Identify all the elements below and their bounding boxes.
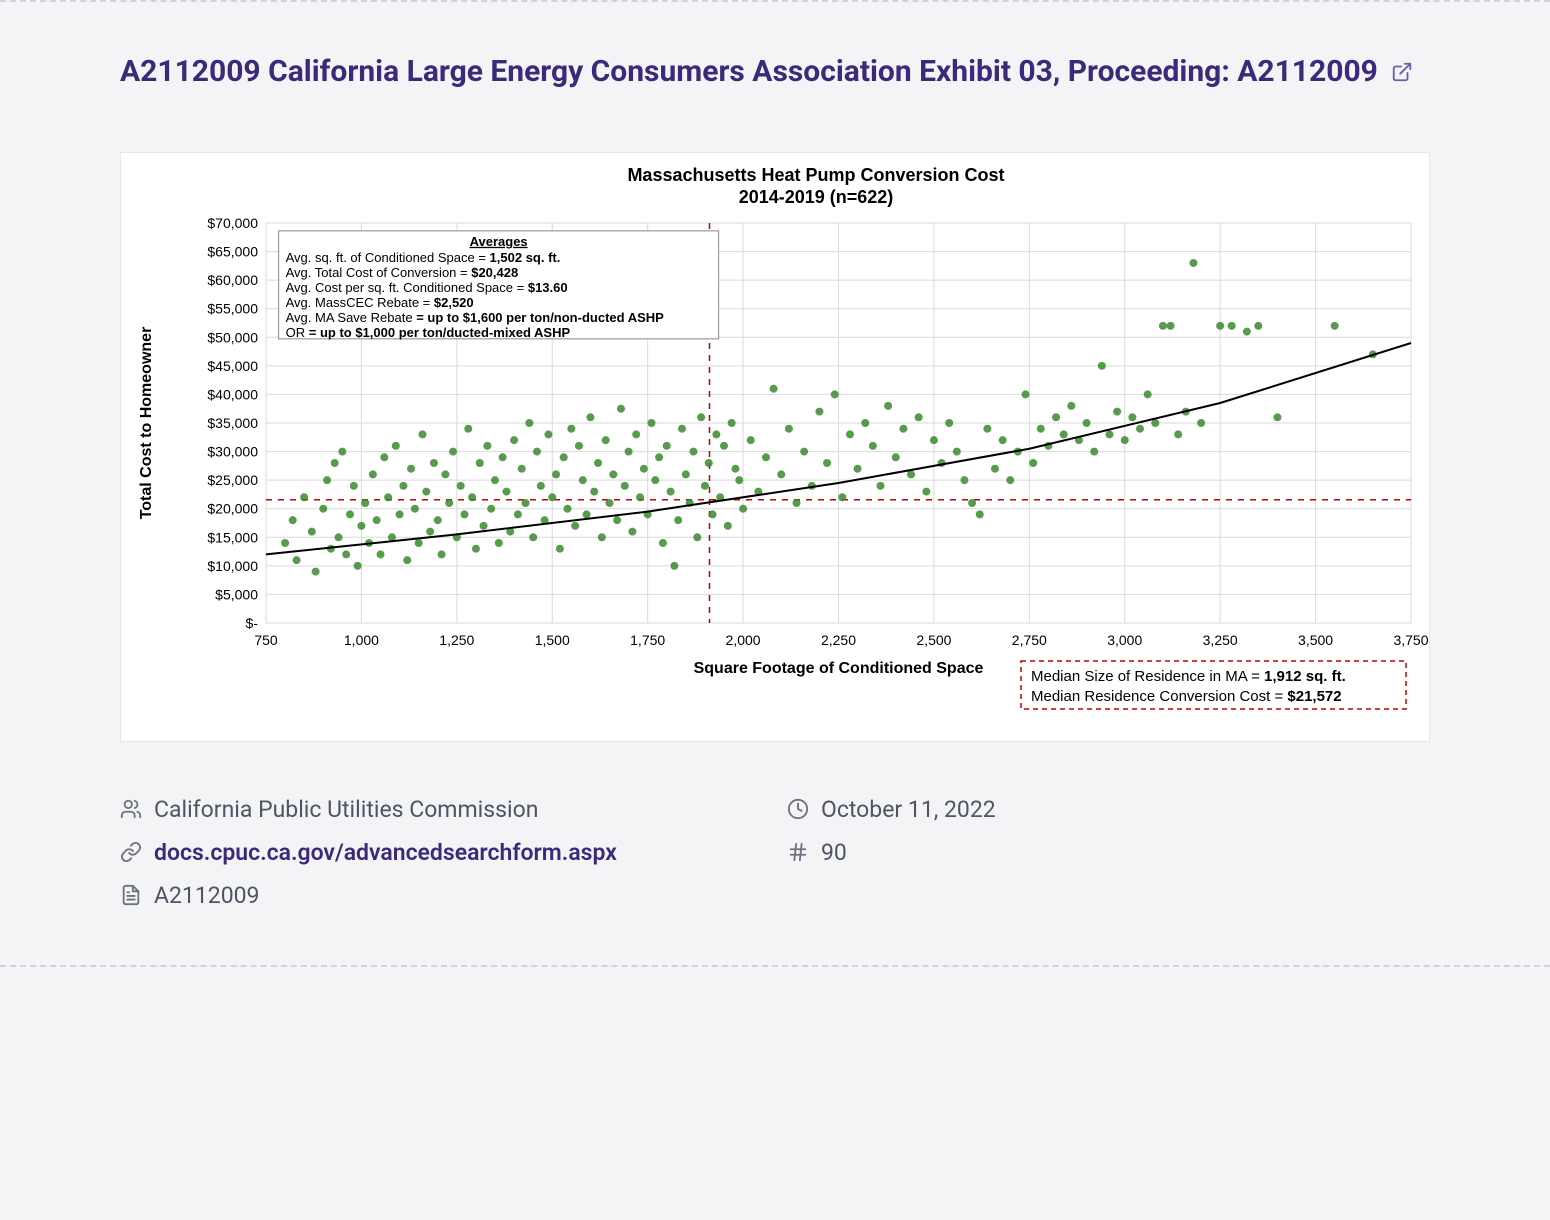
svg-text:Avg. Total Cost of Conversion: Avg. Total Cost of Conversion = $20,428 — [286, 264, 519, 279]
svg-text:3,500: 3,500 — [1298, 632, 1333, 648]
svg-text:Avg. Cost per sq. ft. Conditio: Avg. Cost per sq. ft. Conditioned Space … — [286, 279, 568, 294]
hash-icon — [787, 841, 809, 863]
file-icon — [120, 884, 142, 906]
svg-text:$10,000: $10,000 — [207, 557, 258, 573]
svg-text:3,250: 3,250 — [1203, 632, 1238, 648]
svg-text:$60,000: $60,000 — [207, 272, 258, 288]
svg-text:Massachusetts Heat Pump Conver: Massachusetts Heat Pump Conversion Cost — [627, 165, 1004, 185]
svg-text:$15,000: $15,000 — [207, 529, 258, 545]
svg-text:$40,000: $40,000 — [207, 386, 258, 402]
docket-value: A2112009 — [154, 882, 260, 909]
svg-text:$70,000: $70,000 — [207, 215, 258, 231]
svg-text:$25,000: $25,000 — [207, 472, 258, 488]
meta-organization: California Public Utilities Commission — [120, 796, 763, 823]
chart-container: Massachusetts Heat Pump Conversion Cost2… — [120, 152, 1430, 742]
svg-text:Square Footage of Conditioned: Square Footage of Conditioned Space — [694, 660, 984, 677]
svg-text:$55,000: $55,000 — [207, 300, 258, 316]
svg-text:2,750: 2,750 — [1012, 632, 1047, 648]
document-title-link[interactable]: A2112009 California Large Energy Consume… — [120, 54, 1413, 89]
svg-text:2,250: 2,250 — [821, 632, 856, 648]
external-link-icon — [1391, 52, 1413, 96]
clock-icon — [787, 798, 809, 820]
svg-text:1,750: 1,750 — [630, 632, 665, 648]
svg-text:Avg. MA Save Rebate = up to $1: Avg. MA Save Rebate = up to $1,600 per t… — [286, 309, 665, 324]
svg-text:Total Cost to Homeowner: Total Cost to Homeowner — [138, 326, 155, 519]
svg-text:Avg. MassCEC Rebate = $2,520: Avg. MassCEC Rebate = $2,520 — [286, 294, 474, 309]
scatter-chart: Massachusetts Heat Pump Conversion Cost2… — [121, 153, 1431, 743]
svg-text:3,750: 3,750 — [1393, 632, 1428, 648]
svg-text:$45,000: $45,000 — [207, 357, 258, 373]
svg-text:Avg. sq. ft. of Conditioned Sp: Avg. sq. ft. of Conditioned Space = 1,50… — [286, 249, 561, 264]
svg-text:1,250: 1,250 — [439, 632, 474, 648]
pages-value: 90 — [821, 839, 847, 866]
link-icon — [120, 841, 142, 863]
svg-text:$20,000: $20,000 — [207, 500, 258, 516]
svg-text:750: 750 — [254, 632, 278, 648]
svg-text:Median Residence Conversion Co: Median Residence Conversion Cost = $21,5… — [1031, 688, 1342, 705]
meta-pages: 90 — [787, 839, 1430, 866]
svg-text:Median Size of Residence in MA: Median Size of Residence in MA = 1,912 s… — [1031, 668, 1346, 685]
svg-text:$-: $- — [246, 615, 259, 631]
svg-text:1,500: 1,500 — [535, 632, 570, 648]
document-title: A2112009 California Large Energy Consume… — [120, 54, 1378, 89]
svg-text:$35,000: $35,000 — [207, 415, 258, 431]
organization-value: California Public Utilities Commission — [154, 796, 538, 823]
users-icon — [120, 798, 142, 820]
date-value: October 11, 2022 — [821, 796, 996, 823]
svg-text:$30,000: $30,000 — [207, 443, 258, 459]
svg-text:Averages: Averages — [470, 233, 528, 248]
svg-text:$5,000: $5,000 — [215, 586, 258, 602]
source-url-link[interactable]: docs.cpuc.ca.gov/advancedsearchform.aspx — [154, 839, 617, 866]
document-card: A2112009 California Large Energy Consume… — [0, 0, 1550, 967]
svg-text:OR = up to $1,000 per ton/duct: OR = up to $1,000 per ton/ducted-mixed A… — [286, 324, 571, 339]
meta-date: October 11, 2022 — [787, 796, 1430, 823]
svg-text:1,000: 1,000 — [344, 632, 379, 648]
meta-docket: A2112009 — [120, 882, 763, 909]
svg-text:2014-2019 (n=622): 2014-2019 (n=622) — [739, 187, 894, 207]
svg-text:$65,000: $65,000 — [207, 243, 258, 259]
metadata-grid: California Public Utilities Commission O… — [120, 796, 1430, 909]
svg-text:2,500: 2,500 — [916, 632, 951, 648]
meta-source-url: docs.cpuc.ca.gov/advancedsearchform.aspx — [120, 839, 763, 866]
svg-text:3,000: 3,000 — [1107, 632, 1142, 648]
svg-text:$50,000: $50,000 — [207, 329, 258, 345]
svg-text:2,000: 2,000 — [726, 632, 761, 648]
